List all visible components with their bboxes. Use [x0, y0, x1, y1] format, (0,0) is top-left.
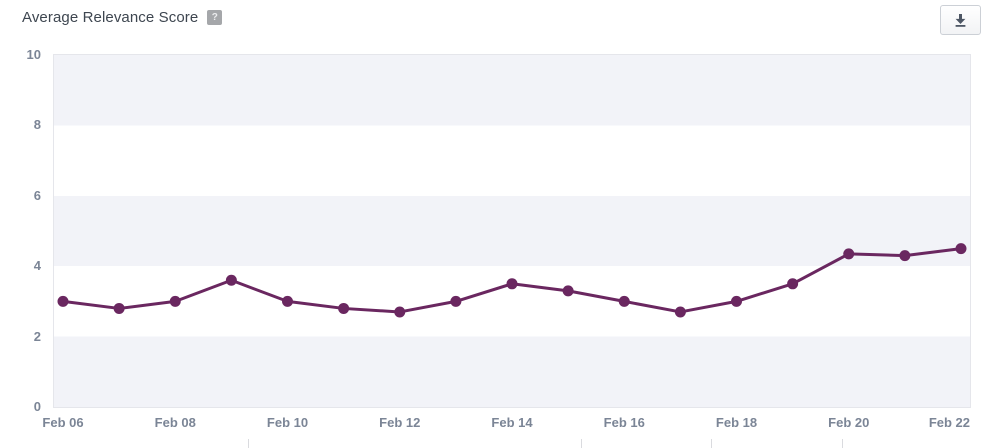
card-header: Average Relevance Score ?	[22, 9, 223, 26]
data-point-feb-10[interactable]	[282, 295, 293, 307]
line-chart-canvas	[57, 243, 967, 318]
data-point-feb-16[interactable]	[618, 295, 630, 307]
x-axis: Feb 06 Feb 08 Feb 10 Feb 12 Feb 14 Feb 16 Feb …	[42, 415, 970, 433]
y-axis-label: 6	[33, 187, 41, 203]
data-point-feb-14[interactable]	[506, 278, 518, 290]
data-point-feb-17[interactable]	[674, 306, 686, 318]
x-axis-label: Feb 20	[828, 415, 870, 430]
data-point-feb-19[interactable]	[787, 278, 799, 290]
data-point-feb-13[interactable]	[450, 295, 462, 307]
data-point-feb-18[interactable]	[731, 295, 742, 307]
x-axis-label: Feb 12	[379, 415, 421, 430]
below-fold-separator	[711, 439, 712, 448]
y-axis-label: 4	[33, 258, 41, 274]
download-icon	[955, 13, 966, 27]
x-axis-label: Feb 18	[715, 415, 758, 430]
y-axis-label: 2	[33, 328, 41, 344]
y-axis-label: 8	[33, 117, 41, 133]
x-axis-label: Feb 16	[603, 415, 645, 430]
x-axis-label: Feb 08	[154, 415, 196, 430]
data-point-feb-08[interactable]	[169, 295, 181, 307]
below-fold-separator	[842, 439, 843, 448]
data-point-feb-20[interactable]	[843, 248, 855, 260]
data-point-feb-21[interactable]	[899, 250, 911, 262]
data-point-feb-06[interactable]	[57, 295, 69, 307]
x-axis-label: Feb 06	[42, 415, 84, 430]
x-axis-label: Feb 10	[266, 415, 309, 430]
download-button[interactable]	[940, 5, 981, 35]
data-point-feb-15[interactable]	[562, 285, 574, 297]
data-point-feb-07[interactable]	[113, 302, 125, 314]
data-point-feb-22[interactable]	[955, 243, 967, 255]
data-point-feb-11[interactable]	[338, 302, 350, 314]
x-axis-label: Feb 14	[491, 415, 533, 430]
below-fold-separator	[581, 439, 582, 448]
y-axis-label: 0	[33, 399, 41, 414]
y-axis: 0 2 4 6 8 10	[0, 47, 44, 414]
y-axis-label: 10	[26, 47, 41, 62]
help-icon[interactable]: ?	[207, 10, 223, 25]
page-title: Average Relevance Score	[22, 9, 199, 26]
x-axis-label: Feb 22	[928, 415, 970, 430]
below-fold-separator	[248, 439, 249, 448]
data-point-feb-12[interactable]	[394, 306, 406, 318]
plot-area	[53, 54, 971, 408]
data-point-feb-09[interactable]	[225, 274, 237, 286]
